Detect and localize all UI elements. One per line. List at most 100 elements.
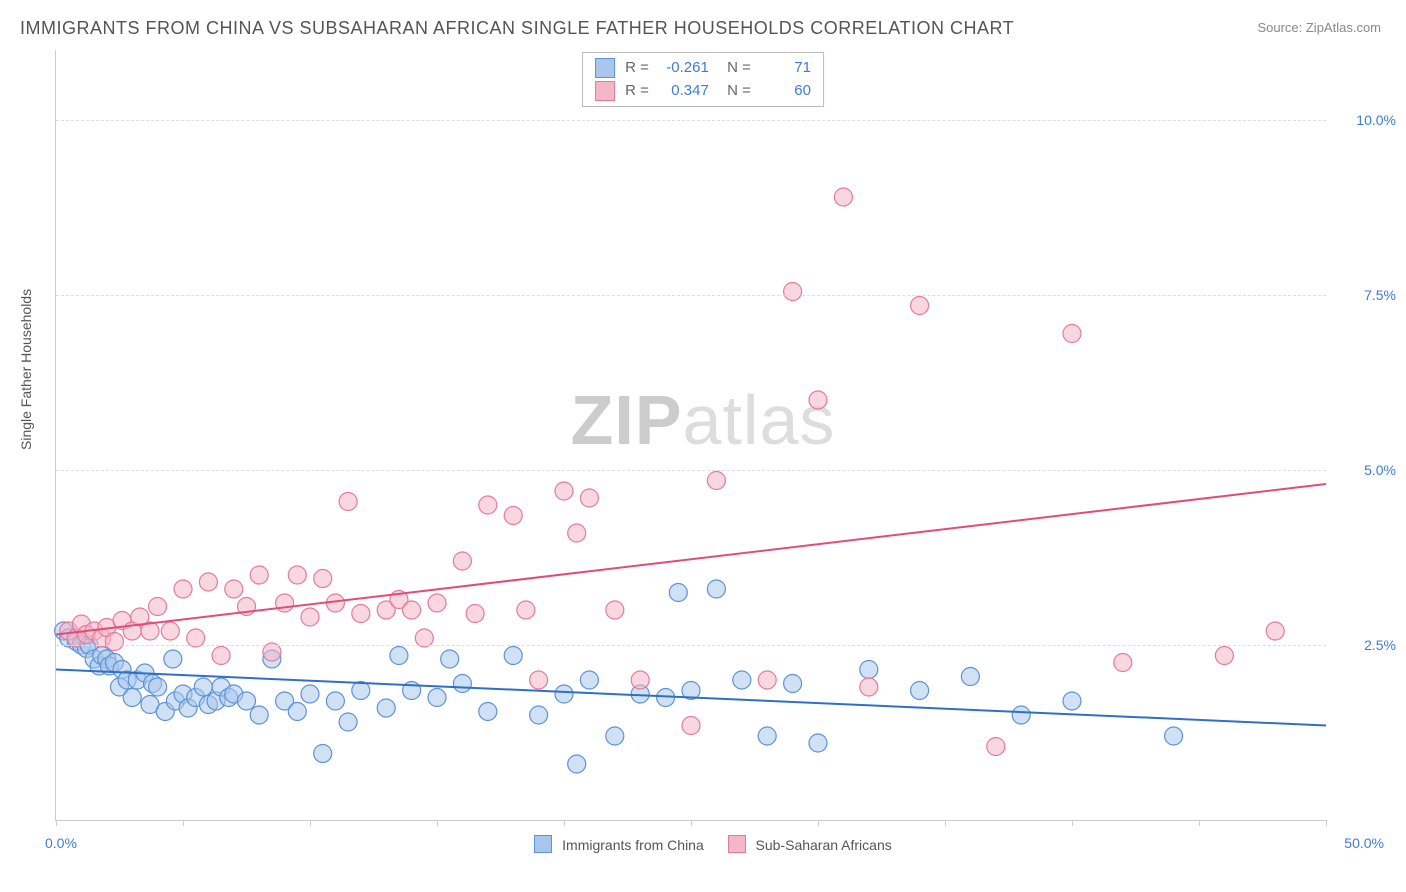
data-point-ssa <box>276 594 294 612</box>
scatter-svg <box>56 50 1326 820</box>
data-point-china <box>758 727 776 745</box>
stat-n-china: 71 <box>761 57 811 80</box>
stat-r-label: R = <box>625 57 649 80</box>
data-point-ssa <box>517 601 535 619</box>
gridline <box>56 470 1326 471</box>
data-point-china <box>164 650 182 668</box>
data-point-ssa <box>555 482 573 500</box>
data-point-china <box>1063 692 1081 710</box>
data-point-ssa <box>339 493 357 511</box>
data-point-ssa <box>834 188 852 206</box>
data-point-china <box>669 584 687 602</box>
data-point-ssa <box>453 552 471 570</box>
legend-bottom: Immigrants from China Sub-Saharan Africa… <box>0 835 1406 853</box>
data-point-ssa <box>911 297 929 315</box>
data-point-china <box>530 706 548 724</box>
chart-plot-area: 2.5%5.0%7.5%10.0% <box>55 50 1326 821</box>
data-point-ssa <box>1266 622 1284 640</box>
legend-label-china: Immigrants from China <box>562 837 704 853</box>
data-point-china <box>123 689 141 707</box>
x-tick <box>564 820 565 826</box>
stat-r-china: -0.261 <box>659 57 709 80</box>
data-point-china <box>809 734 827 752</box>
data-point-china <box>568 755 586 773</box>
data-point-ssa <box>504 507 522 525</box>
stats-legend-box: R = -0.261 N = 71 R = 0.347 N = 60 <box>582 52 824 107</box>
y-tick-label: 7.5% <box>1336 287 1396 303</box>
data-point-ssa <box>105 633 123 651</box>
stats-row-ssa: R = 0.347 N = 60 <box>595 80 811 103</box>
data-point-china <box>1165 727 1183 745</box>
source-attribution: Source: ZipAtlas.com <box>1257 20 1381 35</box>
x-tick <box>183 820 184 826</box>
data-point-ssa <box>288 566 306 584</box>
legend-label-ssa: Sub-Saharan Africans <box>756 837 892 853</box>
data-point-ssa <box>301 608 319 626</box>
data-point-ssa <box>707 472 725 490</box>
data-point-ssa <box>149 598 167 616</box>
data-point-china <box>288 703 306 721</box>
x-tick <box>1199 820 1200 826</box>
data-point-china <box>326 692 344 710</box>
data-point-china <box>911 682 929 700</box>
data-point-ssa <box>403 601 421 619</box>
data-point-china <box>339 713 357 731</box>
data-point-china <box>441 650 459 668</box>
data-point-china <box>390 647 408 665</box>
legend-swatch-china <box>534 835 552 853</box>
legend-swatch-ssa <box>728 835 746 853</box>
data-point-ssa <box>1114 654 1132 672</box>
data-point-ssa <box>428 594 446 612</box>
x-tick <box>945 820 946 826</box>
x-tick <box>1326 820 1327 826</box>
data-point-china <box>555 685 573 703</box>
x-tick <box>1072 820 1073 826</box>
stat-r-label: R = <box>625 80 649 103</box>
data-point-ssa <box>860 678 878 696</box>
stat-n-label: N = <box>719 57 751 80</box>
x-tick <box>691 820 692 826</box>
data-point-china <box>314 745 332 763</box>
data-point-china <box>377 699 395 717</box>
trend-line-ssa <box>56 484 1326 635</box>
data-point-china <box>428 689 446 707</box>
data-point-ssa <box>784 283 802 301</box>
data-point-china <box>606 727 624 745</box>
data-point-ssa <box>225 580 243 598</box>
data-point-china <box>250 706 268 724</box>
data-point-ssa <box>809 391 827 409</box>
data-point-ssa <box>479 496 497 514</box>
data-point-ssa <box>682 717 700 735</box>
data-point-china <box>707 580 725 598</box>
data-point-ssa <box>1215 647 1233 665</box>
data-point-ssa <box>174 580 192 598</box>
data-point-ssa <box>212 647 230 665</box>
data-point-china <box>961 668 979 686</box>
data-point-ssa <box>250 566 268 584</box>
gridline <box>56 645 1326 646</box>
data-point-china <box>784 675 802 693</box>
chart-title: IMMIGRANTS FROM CHINA VS SUBSAHARAN AFRI… <box>20 18 1014 39</box>
x-tick <box>818 820 819 826</box>
data-point-ssa <box>631 671 649 689</box>
stats-row-china: R = -0.261 N = 71 <box>595 57 811 80</box>
data-point-china <box>149 678 167 696</box>
data-point-ssa <box>987 738 1005 756</box>
data-point-china <box>301 685 319 703</box>
swatch-china <box>595 58 615 78</box>
data-point-china <box>194 678 212 696</box>
data-point-china <box>733 671 751 689</box>
gridline <box>56 120 1326 121</box>
data-point-ssa <box>314 570 332 588</box>
x-tick <box>56 820 57 826</box>
x-tick <box>437 820 438 826</box>
data-point-ssa <box>161 622 179 640</box>
data-point-ssa <box>1063 325 1081 343</box>
gridline <box>56 295 1326 296</box>
data-point-china <box>479 703 497 721</box>
data-point-china <box>860 661 878 679</box>
data-point-ssa <box>352 605 370 623</box>
data-point-china <box>580 671 598 689</box>
data-point-ssa <box>580 489 598 507</box>
y-tick-label: 5.0% <box>1336 462 1396 478</box>
